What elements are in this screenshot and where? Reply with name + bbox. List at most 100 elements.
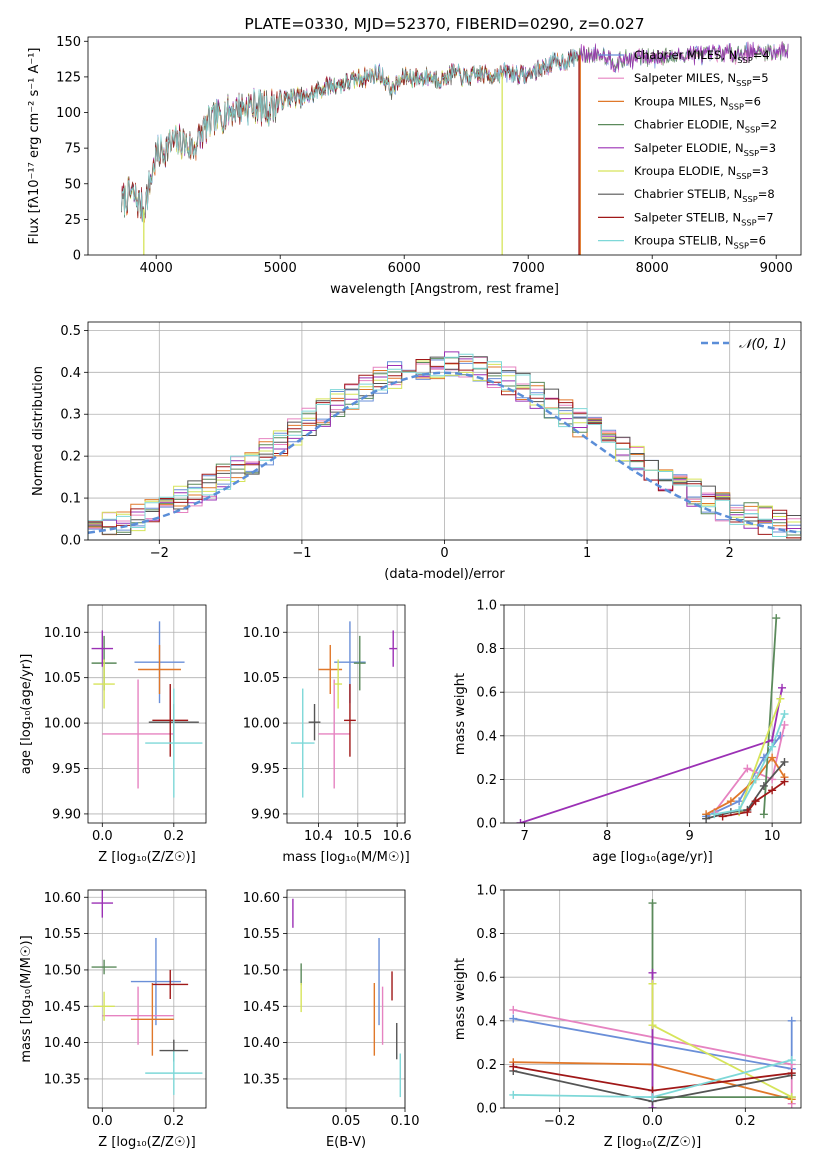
x-tick-label: 8 [603,829,611,844]
axes-border [286,889,406,1109]
chart-title: PLATE=0330, MJD=52370, FIBERID=0290, z=0… [244,15,644,33]
axes-border [87,36,802,256]
weight-line [705,756,786,816]
weight-marker [743,764,752,773]
panel-mass-weight-vs-age: 7 8 9 10 0.0 0.2 0.4 0.6 0.8 1.0 age [log₁₀(age/yr… [453,599,802,865]
y-tick-label: 25 [64,213,81,228]
y-tick-label: 10.60 [44,891,81,906]
legend-label: Chabrier MILES, NSSP=4 [634,48,770,65]
weight-marker [768,786,777,795]
weight-marker [751,775,760,784]
weight-marker [787,1093,796,1102]
panel-mass-weight-vs-Z: −0.2 0.0 0.2 0.0 0.2 0.4 0.6 0.8 1.0 Z [log₁₀(Z/Z… [453,884,802,1150]
axes-border [286,604,406,824]
x-tick-label: 0.2 [163,1114,184,1129]
panel-age-vs-Z: 0.0 0.2 9.90 9.95 10.00 10.05 10.10 Z [log₁₀(Z/… [19,604,207,865]
y-tick-label: 0.2 [476,1058,497,1073]
plot-area [91,890,203,1095]
weight-marker [509,1014,518,1023]
x-tick-label: 10.5 [343,829,372,844]
x-tick-label: 4000 [140,261,173,276]
weight-marker [509,1090,518,1099]
legend-label: Chabrier ELODIE, NSSP=2 [634,118,777,135]
axes-border [87,321,802,541]
y-tick-label: 0.8 [476,927,497,942]
legend-label: Kroupa ELODIE, NSSP=3 [634,164,769,181]
weight-marker [759,810,768,819]
plot-area [88,351,801,540]
y-tick-label: 10.10 [44,626,81,641]
x-tick-label: 0.10 [391,1114,420,1129]
weight-marker [735,805,744,814]
weight-line [763,618,778,815]
x-tick-label: −0.2 [544,1114,576,1129]
y-tick-label: 125 [56,70,81,85]
y-tick-label: 10.45 [44,1000,81,1015]
grid [88,605,206,823]
weight-marker [776,694,785,703]
y-tick-label: 10.60 [243,891,280,906]
y-tick-label: 10.50 [243,963,280,978]
y-tick-label: 0.1 [60,492,81,507]
legend-label: Kroupa STELIB, NSSP=6 [634,234,766,251]
weight-line [705,735,782,818]
histogram-step [88,359,801,540]
weight-marker [648,1093,657,1102]
x-tick-label: 6000 [388,261,421,276]
weight-marker [735,797,744,806]
weight-marker [787,1069,796,1078]
x-tick-label: 0.2 [163,829,184,844]
x-tick-label: 0.2 [735,1114,756,1129]
x-axis-label: E(B-V) [326,1135,366,1150]
legend-label: Salpeter ELODIE, NSSP=3 [634,141,776,158]
legend-label: Salpeter STELIB, NSSP=7 [634,210,774,227]
plot-area [509,899,796,1108]
y-tick-label: 9.95 [52,762,81,777]
x-axis-label: wavelength [Angstrom, rest frame] [330,282,559,297]
plot-area [290,621,398,798]
plot-area [292,898,401,1098]
y-tick-label: 100 [56,106,81,121]
y-tick-label: 0.0 [60,534,81,549]
x-tick-label: 2 [726,546,734,561]
grid [287,605,405,823]
weight-marker [648,979,657,988]
weight-line [738,698,782,813]
x-tick-label: 1 [583,546,591,561]
spectrum-line [121,48,578,223]
y-tick-label: 50 [64,177,81,192]
axes-frame: 7 8 9 10 0.0 0.2 0.4 0.6 0.8 1.0 age [log₁₀(age/yr… [453,599,802,865]
plot-area [121,40,789,255]
plot-area [91,621,203,798]
plot-area [516,614,789,823]
weight-marker [710,810,719,819]
y-tick-label: 0.8 [476,642,497,657]
y-tick-label: 0.4 [476,729,497,744]
y-tick-label: 9.90 [52,807,81,822]
weight-marker [759,781,768,790]
y-axis-label: age [log₁₀(age/yr)] [19,654,34,775]
y-tick-label: 1.0 [476,884,497,899]
y-tick-label: 10.35 [243,1072,280,1087]
axes-frame: 4000 5000 6000 7000 8000 9000 0 25 50 75 100 125 150… [27,15,802,297]
weight-marker [768,753,777,762]
weight-marker [778,683,787,692]
panel-spectrum: 4000 5000 6000 7000 8000 9000 0 25 50 75 100 125 150… [27,15,802,297]
panel-mass-vs-Z: 0.0 0.2 10.35 10.40 10.45 10.50 10.55 10.60 Z [l… [19,889,207,1150]
normal-curve [88,371,801,534]
y-tick-label: 1.0 [476,599,497,614]
y-tick-label: 10.00 [243,717,280,732]
panel-mass-vs-ebv: 0.05 0.10 10.35 10.40 10.45 10.50 10.55 10.60 E(… [243,889,420,1150]
x-tick-label: 10 [764,829,781,844]
x-tick-label: 0 [440,546,448,561]
y-tick-label: 0.4 [60,366,81,381]
weight-marker [509,1062,518,1071]
grid [504,604,801,824]
axes-border [87,889,207,1109]
y-tick-label: 10.35 [44,1072,81,1087]
y-tick-label: 10.45 [243,1000,280,1015]
y-tick-label: 0.6 [476,971,497,986]
y-tick-label: 0.0 [476,817,497,832]
weight-marker [648,899,657,908]
